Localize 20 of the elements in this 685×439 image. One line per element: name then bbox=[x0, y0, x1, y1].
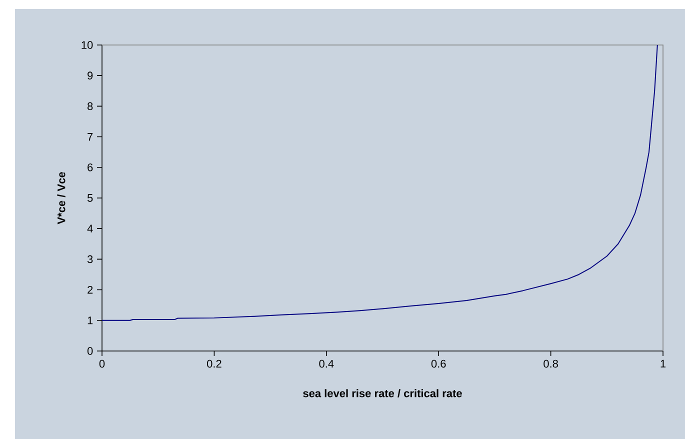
x-tick-label: 0.6 bbox=[431, 360, 446, 368]
y-tick-label: 6 bbox=[88, 163, 93, 172]
y-tick-label: 7 bbox=[88, 133, 93, 141]
y-axis-title: V*ce / Vce bbox=[57, 172, 66, 224]
y-tick-label: 2 bbox=[88, 286, 93, 294]
y-tick-label: 5 bbox=[87, 194, 93, 202]
x-tick-label: 1 bbox=[660, 360, 666, 368]
y-tick-label: 9 bbox=[88, 72, 93, 80]
y-tick-label: 3 bbox=[87, 255, 93, 264]
x-tick-label: 0.8 bbox=[544, 360, 558, 368]
x-tick-label: 0 bbox=[99, 360, 105, 368]
x-tick-label: 0.4 bbox=[319, 360, 334, 368]
y-tick-label: 8 bbox=[88, 102, 93, 110]
line-series bbox=[102, 44, 658, 321]
y-tick-label: 1 bbox=[88, 316, 93, 324]
x-tick-label: 0.2 bbox=[207, 360, 222, 368]
y-tick-label: 4 bbox=[87, 224, 93, 232]
y-tick-label: 0 bbox=[87, 347, 93, 355]
x-axis-title: sea level rise rate / critical rate bbox=[303, 389, 462, 398]
y-tick-label: 10 bbox=[82, 41, 93, 49]
